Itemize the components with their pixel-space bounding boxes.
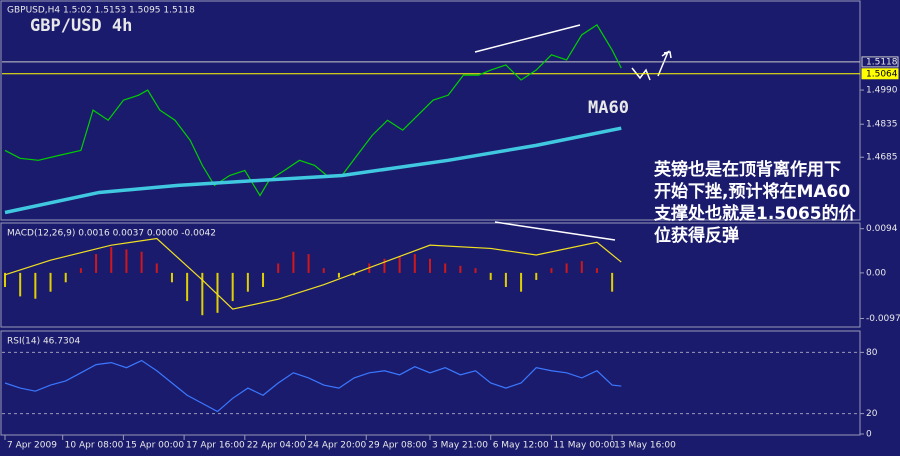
macd-bar bbox=[353, 272, 356, 276]
macd-panel bbox=[0, 222, 861, 328]
x-tick-label: 11 May 00:00 bbox=[553, 441, 615, 451]
macd-bar bbox=[4, 272, 6, 287]
macd-bar bbox=[216, 272, 219, 313]
macd-bar bbox=[504, 272, 507, 287]
y-tick-label: -0.0097 bbox=[866, 314, 900, 324]
annotation: 英镑也是在顶背离作用下 bbox=[654, 159, 841, 180]
macd-bar bbox=[337, 272, 340, 278]
x-tick-label: 15 Apr 00:00 bbox=[125, 441, 184, 451]
macd-bar bbox=[231, 272, 234, 302]
y-tick-label: 0.0094 bbox=[866, 224, 898, 234]
chart-subtitle: GBPUSD,H4 1.5:02 1.5153 1.5095 1.5118 bbox=[7, 6, 195, 16]
annotation: 位获得反弹 bbox=[654, 225, 739, 246]
price-panel bbox=[0, 0, 861, 221]
x-tick-label: 10 Apr 08:00 bbox=[65, 441, 124, 451]
macd-bar bbox=[322, 268, 325, 273]
macd-bar bbox=[444, 263, 447, 273]
price-label: 1.5064 bbox=[866, 69, 898, 79]
macd-title: MACD(12,26,9) 0.0016 0.0037 0.0000 -0.00… bbox=[7, 229, 216, 239]
series-label: MA60 bbox=[588, 98, 629, 118]
y-tick-label: 20 bbox=[866, 409, 878, 419]
x-tick-label: 24 Apr 20:00 bbox=[308, 441, 367, 451]
y-tick-label: 0 bbox=[866, 430, 872, 440]
x-tick-label: 17 Apr 16:00 bbox=[186, 441, 245, 451]
macd-bar bbox=[535, 272, 538, 280]
price-label: 1.5118 bbox=[866, 57, 898, 67]
x-tick-label: 7 Apr 2009 bbox=[7, 441, 57, 451]
macd-bar bbox=[140, 251, 143, 273]
macd-bar bbox=[413, 254, 416, 273]
macd-bar bbox=[186, 272, 189, 302]
macd-bar bbox=[565, 263, 568, 273]
macd-bar bbox=[277, 263, 280, 273]
series-line bbox=[4, 126, 622, 215]
macd-bar bbox=[95, 254, 98, 273]
x-tick-label: 3 May 21:00 bbox=[432, 441, 488, 451]
macd-bar bbox=[110, 247, 113, 273]
x-tick-label: 29 Apr 08:00 bbox=[368, 441, 427, 451]
macd-bar bbox=[125, 249, 128, 273]
trend-line bbox=[494, 221, 616, 241]
macd-bar bbox=[79, 268, 82, 273]
macd-bar bbox=[49, 272, 52, 292]
annotation: 开始下挫,预计将在MA60 bbox=[654, 181, 850, 202]
macd-bar bbox=[474, 268, 477, 273]
series-line bbox=[4, 24, 622, 197]
macd-bar bbox=[580, 261, 583, 273]
macd-bar bbox=[611, 272, 614, 292]
macd-bar bbox=[398, 256, 401, 273]
y-tick-label: 0.00 bbox=[866, 268, 886, 278]
macd-bar bbox=[19, 272, 22, 297]
chart-title: GBP/USD 4h bbox=[30, 16, 132, 36]
x-tick-label: 13 May 16:00 bbox=[614, 441, 676, 451]
macd-bar bbox=[262, 272, 265, 287]
macd-bar bbox=[64, 272, 67, 283]
x-tick-label: 6 May 12:00 bbox=[493, 441, 549, 451]
macd-bar bbox=[550, 268, 553, 273]
macd-bar bbox=[307, 254, 310, 273]
arrow-up-head bbox=[663, 51, 672, 59]
macd-bar bbox=[383, 258, 386, 273]
macd-bar bbox=[201, 272, 204, 316]
x-tick-label: 22 Apr 04:00 bbox=[247, 441, 306, 451]
series-line bbox=[4, 359, 622, 413]
macd-bar bbox=[520, 272, 523, 292]
price-label-box bbox=[861, 56, 899, 68]
macd-bar bbox=[489, 272, 492, 280]
macd-bar bbox=[170, 272, 173, 283]
rsi-title: RSI(14) 46.7304 bbox=[7, 337, 80, 347]
y-tick-label: 80 bbox=[866, 348, 878, 358]
annotation: 支撑处也就是1.5065的价 bbox=[654, 203, 857, 224]
macd-bar bbox=[292, 251, 295, 273]
macd-bar bbox=[34, 272, 37, 299]
macd-bar bbox=[459, 265, 462, 273]
trend-line bbox=[474, 24, 581, 53]
macd-bar bbox=[429, 258, 431, 273]
price-label-box bbox=[861, 68, 899, 80]
series-line bbox=[4, 237, 622, 310]
macd-bar bbox=[595, 268, 598, 273]
macd-bar bbox=[155, 263, 158, 273]
y-tick-label: 1.4990 bbox=[866, 86, 898, 96]
y-tick-label: 1.4835 bbox=[866, 120, 898, 130]
y-tick-label: 1.4685 bbox=[866, 153, 898, 163]
macd-bar bbox=[246, 272, 249, 292]
